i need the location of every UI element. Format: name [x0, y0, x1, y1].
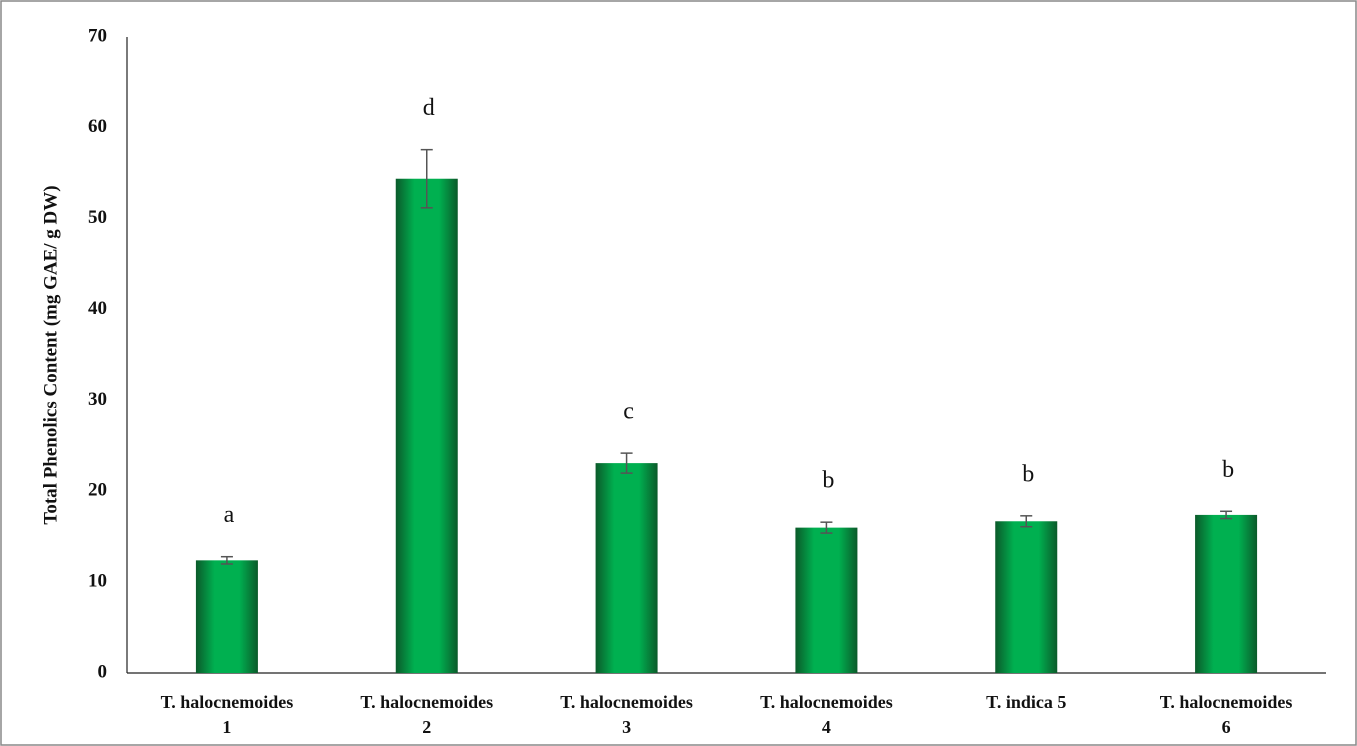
x-tick-label: 1	[222, 717, 231, 737]
bar	[795, 527, 858, 673]
x-tick-label: 2	[422, 717, 431, 737]
annotation: d	[423, 95, 435, 121]
y-tick-label: 20	[88, 480, 107, 501]
bar	[595, 463, 658, 673]
y-tick-label: 0	[98, 661, 108, 682]
y-tick-label: 60	[88, 116, 107, 137]
annotation: c	[623, 399, 634, 425]
error-bar	[220, 555, 233, 565]
annotation: b	[822, 468, 834, 494]
error-bar	[420, 148, 433, 209]
x-tick-label: T. halocnemoides	[161, 692, 294, 712]
y-tick-label: 30	[88, 389, 107, 410]
y-tick-label: 40	[88, 298, 107, 319]
y-tick-label: 10	[88, 571, 107, 592]
bar	[1195, 514, 1258, 673]
y-tick-label: 50	[88, 207, 107, 228]
x-tick-label: T. halocnemoides	[560, 692, 693, 712]
bar	[995, 521, 1058, 673]
annotation: b	[1222, 457, 1234, 483]
x-tick-label: 3	[622, 717, 631, 737]
annotation: b	[1022, 461, 1034, 487]
error-bar	[820, 521, 833, 534]
y-axis-label: Total Phenolics Content (mg GAE/ g DW)	[40, 185, 61, 524]
y-tick-label: 70	[88, 25, 107, 46]
error-bar	[1020, 515, 1033, 528]
x-tick-label: 6	[1222, 717, 1231, 737]
x-tick-label: T. halocnemoides	[760, 692, 893, 712]
error-bar	[1220, 510, 1233, 520]
bar	[395, 178, 458, 674]
error-bar	[620, 452, 633, 474]
x-tick-label: 4	[822, 717, 831, 737]
bar	[195, 560, 258, 673]
x-tick-label: T. indica 5	[986, 692, 1066, 712]
x-tick-label: T. halocnemoides	[1160, 692, 1293, 712]
x-tick-label: T. halocnemoides	[360, 692, 493, 712]
annotation: a	[224, 502, 235, 528]
